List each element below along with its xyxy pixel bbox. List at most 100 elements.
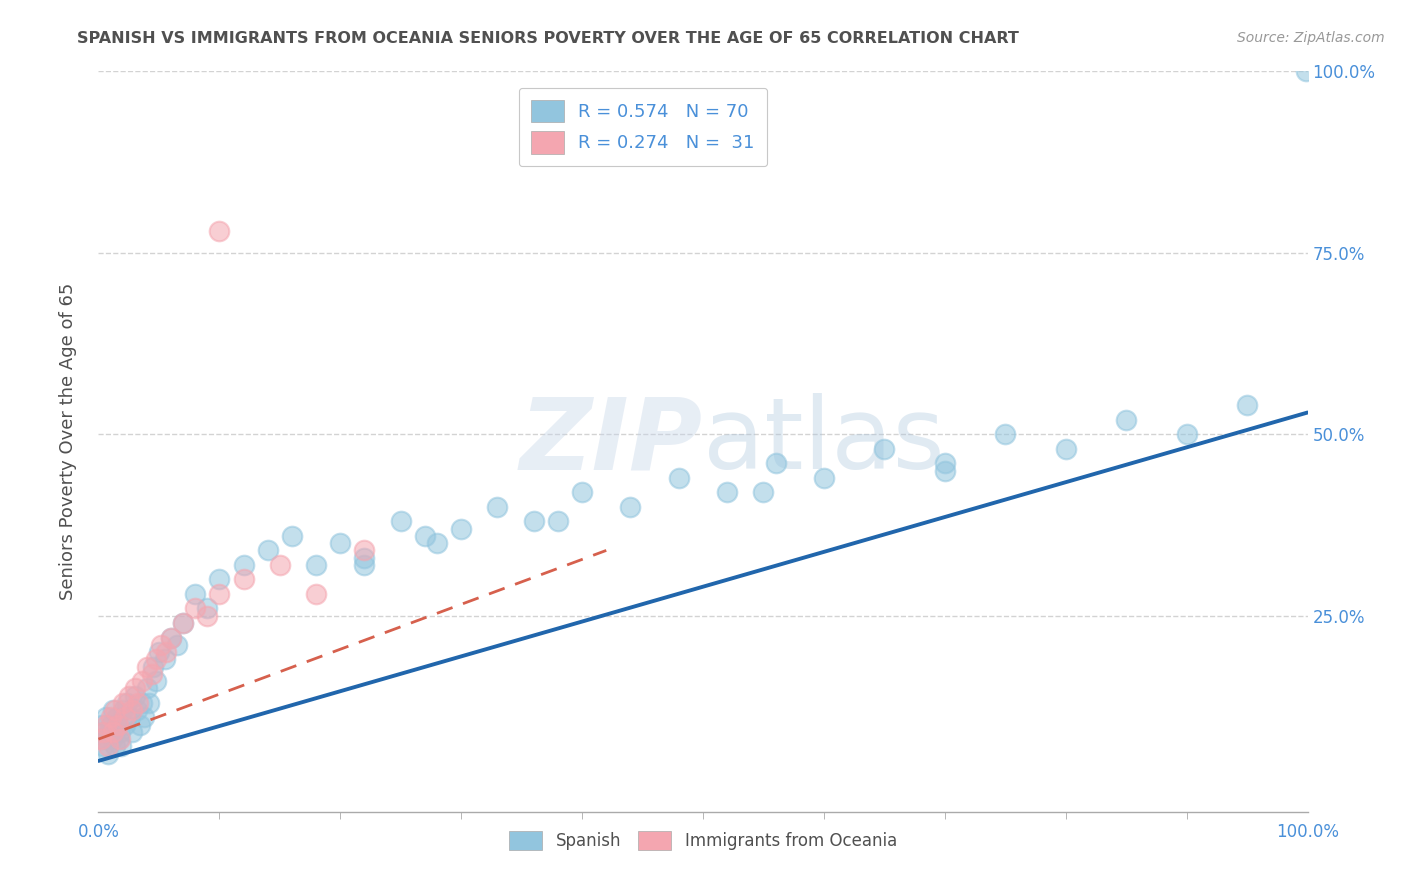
Point — [93, 724, 115, 739]
Y-axis label: Seniors Poverty Over the Age of 65: Seniors Poverty Over the Age of 65 — [59, 283, 77, 600]
Point — [150, 638, 173, 652]
Point — [134, 710, 156, 724]
Text: Source: ZipAtlas.com: Source: ZipAtlas.com — [1237, 31, 1385, 45]
Point — [114, 710, 136, 724]
Point — [269, 558, 291, 572]
Point — [96, 732, 118, 747]
Point — [124, 681, 146, 696]
Point — [329, 536, 352, 550]
Text: atlas: atlas — [703, 393, 945, 490]
Point — [108, 732, 131, 747]
Point — [94, 710, 117, 724]
Point — [111, 703, 134, 717]
Point — [765, 456, 787, 470]
Point — [155, 645, 177, 659]
Point — [813, 471, 835, 485]
Point — [752, 485, 775, 500]
Point — [107, 717, 129, 731]
Point — [1236, 398, 1258, 412]
Point — [160, 631, 183, 645]
Point — [90, 732, 112, 747]
Point — [426, 536, 449, 550]
Point — [128, 717, 150, 731]
Point — [523, 515, 546, 529]
Point — [91, 724, 114, 739]
Point — [91, 717, 114, 731]
Point — [105, 710, 128, 724]
Legend: Spanish, Immigrants from Oceania: Spanish, Immigrants from Oceania — [502, 825, 904, 856]
Point — [145, 674, 167, 689]
Point — [208, 224, 231, 238]
Point — [1054, 442, 1077, 456]
Point — [353, 543, 375, 558]
Point — [571, 485, 593, 500]
Point — [166, 638, 188, 652]
Point — [172, 615, 194, 630]
Point — [135, 681, 157, 696]
Point — [1295, 64, 1317, 78]
Point — [353, 550, 375, 565]
Point — [413, 529, 436, 543]
Point — [305, 587, 328, 601]
Point — [104, 739, 127, 754]
Point — [232, 558, 254, 572]
Point — [118, 710, 141, 724]
Point — [121, 703, 143, 717]
Point — [153, 652, 176, 666]
Point — [184, 587, 207, 601]
Point — [1175, 427, 1198, 442]
Point — [91, 739, 114, 754]
Point — [101, 703, 124, 717]
Point — [486, 500, 509, 514]
Point — [281, 529, 304, 543]
Point — [131, 674, 153, 689]
Point — [208, 587, 231, 601]
Point — [934, 464, 956, 478]
Point — [117, 696, 139, 710]
Text: ZIP: ZIP — [520, 393, 703, 490]
Point — [97, 739, 120, 754]
Point — [103, 724, 125, 739]
Text: SPANISH VS IMMIGRANTS FROM OCEANIA SENIORS POVERTY OVER THE AGE OF 65 CORRELATIO: SPANISH VS IMMIGRANTS FROM OCEANIA SENIO… — [77, 31, 1019, 46]
Point — [716, 485, 738, 500]
Point — [145, 652, 167, 666]
Point — [195, 608, 218, 623]
Point — [142, 659, 165, 673]
Point — [131, 696, 153, 710]
Point — [111, 696, 134, 710]
Point — [668, 471, 690, 485]
Point — [994, 427, 1017, 442]
Point — [619, 500, 641, 514]
Point — [138, 696, 160, 710]
Point — [124, 689, 146, 703]
Point — [90, 732, 112, 747]
Point — [127, 696, 149, 710]
Point — [114, 717, 136, 731]
Point — [100, 710, 122, 724]
Point — [118, 689, 141, 703]
Point — [100, 717, 122, 731]
Point — [184, 601, 207, 615]
Point — [1115, 413, 1137, 427]
Point — [127, 703, 149, 717]
Point — [305, 558, 328, 572]
Point — [121, 724, 143, 739]
Point — [97, 747, 120, 761]
Point — [208, 573, 231, 587]
Point — [195, 601, 218, 615]
Point — [110, 739, 132, 754]
Point — [389, 515, 412, 529]
Point — [934, 456, 956, 470]
Point — [450, 522, 472, 536]
Point — [108, 732, 131, 747]
Point — [172, 615, 194, 630]
Point — [101, 724, 124, 739]
Point — [108, 724, 131, 739]
Point — [98, 724, 121, 739]
Point — [107, 717, 129, 731]
Point — [148, 645, 170, 659]
Point — [873, 442, 896, 456]
Point — [256, 543, 278, 558]
Point — [353, 558, 375, 572]
Point — [100, 732, 122, 747]
